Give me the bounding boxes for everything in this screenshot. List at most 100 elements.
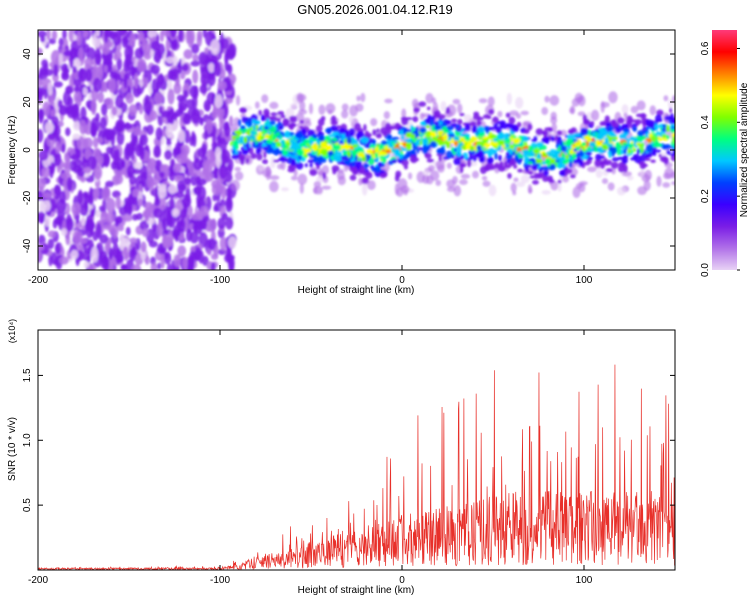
spectrogram-cell	[622, 148, 627, 155]
colorbar-tick-label: 0.4	[700, 115, 711, 129]
spectrogram-cell	[437, 130, 444, 136]
spectrogram-cell	[62, 30, 67, 40]
spectrogram-cell	[275, 147, 280, 156]
spectrogram-cell	[538, 172, 545, 178]
spectrogram-cell	[262, 159, 269, 165]
spectrogram-cell	[313, 181, 322, 188]
spectrogram-cell	[356, 95, 361, 102]
spectrogram-cell	[325, 127, 333, 134]
spectrogram-cell	[309, 162, 313, 168]
spectrogram-cell	[584, 161, 591, 166]
spectrogram-cell	[313, 186, 318, 194]
spectrogram-cell	[230, 179, 240, 192]
snr-y-label: SNR (10 * v/v)	[7, 417, 18, 481]
spectrogram-cell	[65, 217, 74, 232]
spectrogram-cell	[542, 129, 549, 137]
spectrogram-cell	[232, 140, 239, 147]
snr-series-line	[38, 364, 675, 570]
spectrogram-cell	[176, 180, 186, 194]
spectrogram-cell	[533, 172, 539, 180]
spectrogram-cell	[184, 177, 191, 186]
spectrogram-cell	[227, 158, 234, 172]
spectrogram-cell	[101, 103, 108, 116]
spectrogram-cell	[562, 159, 569, 165]
spectrogram-cell	[361, 183, 368, 196]
spectrogram-cell	[301, 157, 306, 162]
spectrogram-cell	[137, 31, 145, 42]
spectrogram-cell	[228, 83, 233, 92]
spectrogram-cell	[360, 137, 369, 144]
spectrogram-cell	[309, 169, 318, 176]
spectrogram-cell	[318, 104, 326, 116]
spectrogram-cell	[320, 157, 327, 163]
spectrogram-cell	[527, 171, 534, 175]
spectrogram-cell	[497, 154, 502, 162]
spectrogram-cell	[472, 114, 481, 120]
spectrogram-cell	[92, 137, 99, 149]
spectrogram-cell	[103, 30, 109, 44]
spectrogram-cell	[551, 153, 558, 160]
spectrogram-cell	[115, 94, 124, 109]
spectrogram-cell	[457, 118, 463, 125]
spectrogram-cell	[572, 158, 578, 164]
spectrogram-cell	[572, 186, 581, 198]
spectrogram-cell	[183, 49, 193, 60]
spectrogram-cell	[544, 127, 553, 131]
spectrogram-cell	[542, 176, 549, 182]
spectrogram-cell	[38, 30, 47, 38]
spectrogram-cell	[620, 145, 627, 150]
spectrogram-cell	[385, 149, 392, 154]
spectrogram-cell	[355, 132, 363, 138]
spectrogram-cell	[289, 115, 297, 121]
snr-x-tick-label: -200	[28, 575, 48, 586]
spectrogram-cell	[596, 132, 605, 141]
spectrogram-cell	[532, 148, 540, 154]
spectrogram-cell	[192, 158, 203, 171]
spectrogram-cell	[544, 136, 550, 145]
spectrogram-cell	[61, 143, 66, 154]
spectrogram-cell	[487, 147, 495, 156]
spectrogram-cell	[219, 117, 224, 132]
spectrogram-cell	[472, 170, 479, 179]
spectrogram-cell	[612, 119, 617, 126]
spectrogram-cell	[161, 30, 172, 37]
spectrogram-cell	[224, 124, 231, 138]
spectrogram-cell	[672, 145, 675, 150]
spectrogram-cell	[156, 221, 163, 237]
spectrogram-cell	[143, 99, 153, 115]
spectrogram-cell	[169, 30, 177, 38]
spectrogram-cell	[663, 95, 669, 102]
spectrogram-cell	[560, 145, 567, 152]
spectrogram-cell	[295, 161, 304, 170]
spectrogram-cell	[53, 184, 62, 196]
spectrogram-cell	[637, 130, 645, 137]
spectrogram-cell	[106, 146, 113, 155]
spectrogram-cell	[227, 63, 233, 75]
spectrogram-cell	[72, 133, 81, 140]
spectrogram-cell	[99, 234, 109, 244]
spectrogram-cell	[105, 180, 115, 188]
spectrogram-cell	[226, 49, 236, 59]
spectrogram-cell	[605, 168, 613, 173]
spectrogram-cell	[237, 118, 242, 127]
spectrogram-cell	[101, 43, 111, 55]
colorbar-tick-label: 0.0	[700, 263, 711, 277]
spectrogram-cell	[121, 237, 126, 248]
spectrogram-cell	[270, 116, 278, 121]
spectrogram-cell	[179, 71, 186, 80]
spectrogram-cell	[291, 158, 296, 166]
spectrogram-cell	[234, 171, 244, 181]
spectrogram-cell	[583, 135, 590, 140]
spectrogram-cell	[557, 179, 562, 184]
spectrogram-cell	[239, 108, 247, 113]
spectrogram-cell	[507, 172, 512, 179]
spectrogram-cell	[523, 140, 528, 146]
spectrogram-cell	[217, 80, 227, 91]
spectrogram-cell	[105, 128, 116, 141]
spectrogram-cell	[73, 91, 81, 104]
spectrogram-cell	[531, 164, 538, 171]
spectrogram-cell	[372, 139, 377, 145]
spectrogram-cell	[281, 187, 289, 192]
spectrogram-cell	[217, 217, 226, 230]
spectrogram-cell	[164, 149, 173, 160]
